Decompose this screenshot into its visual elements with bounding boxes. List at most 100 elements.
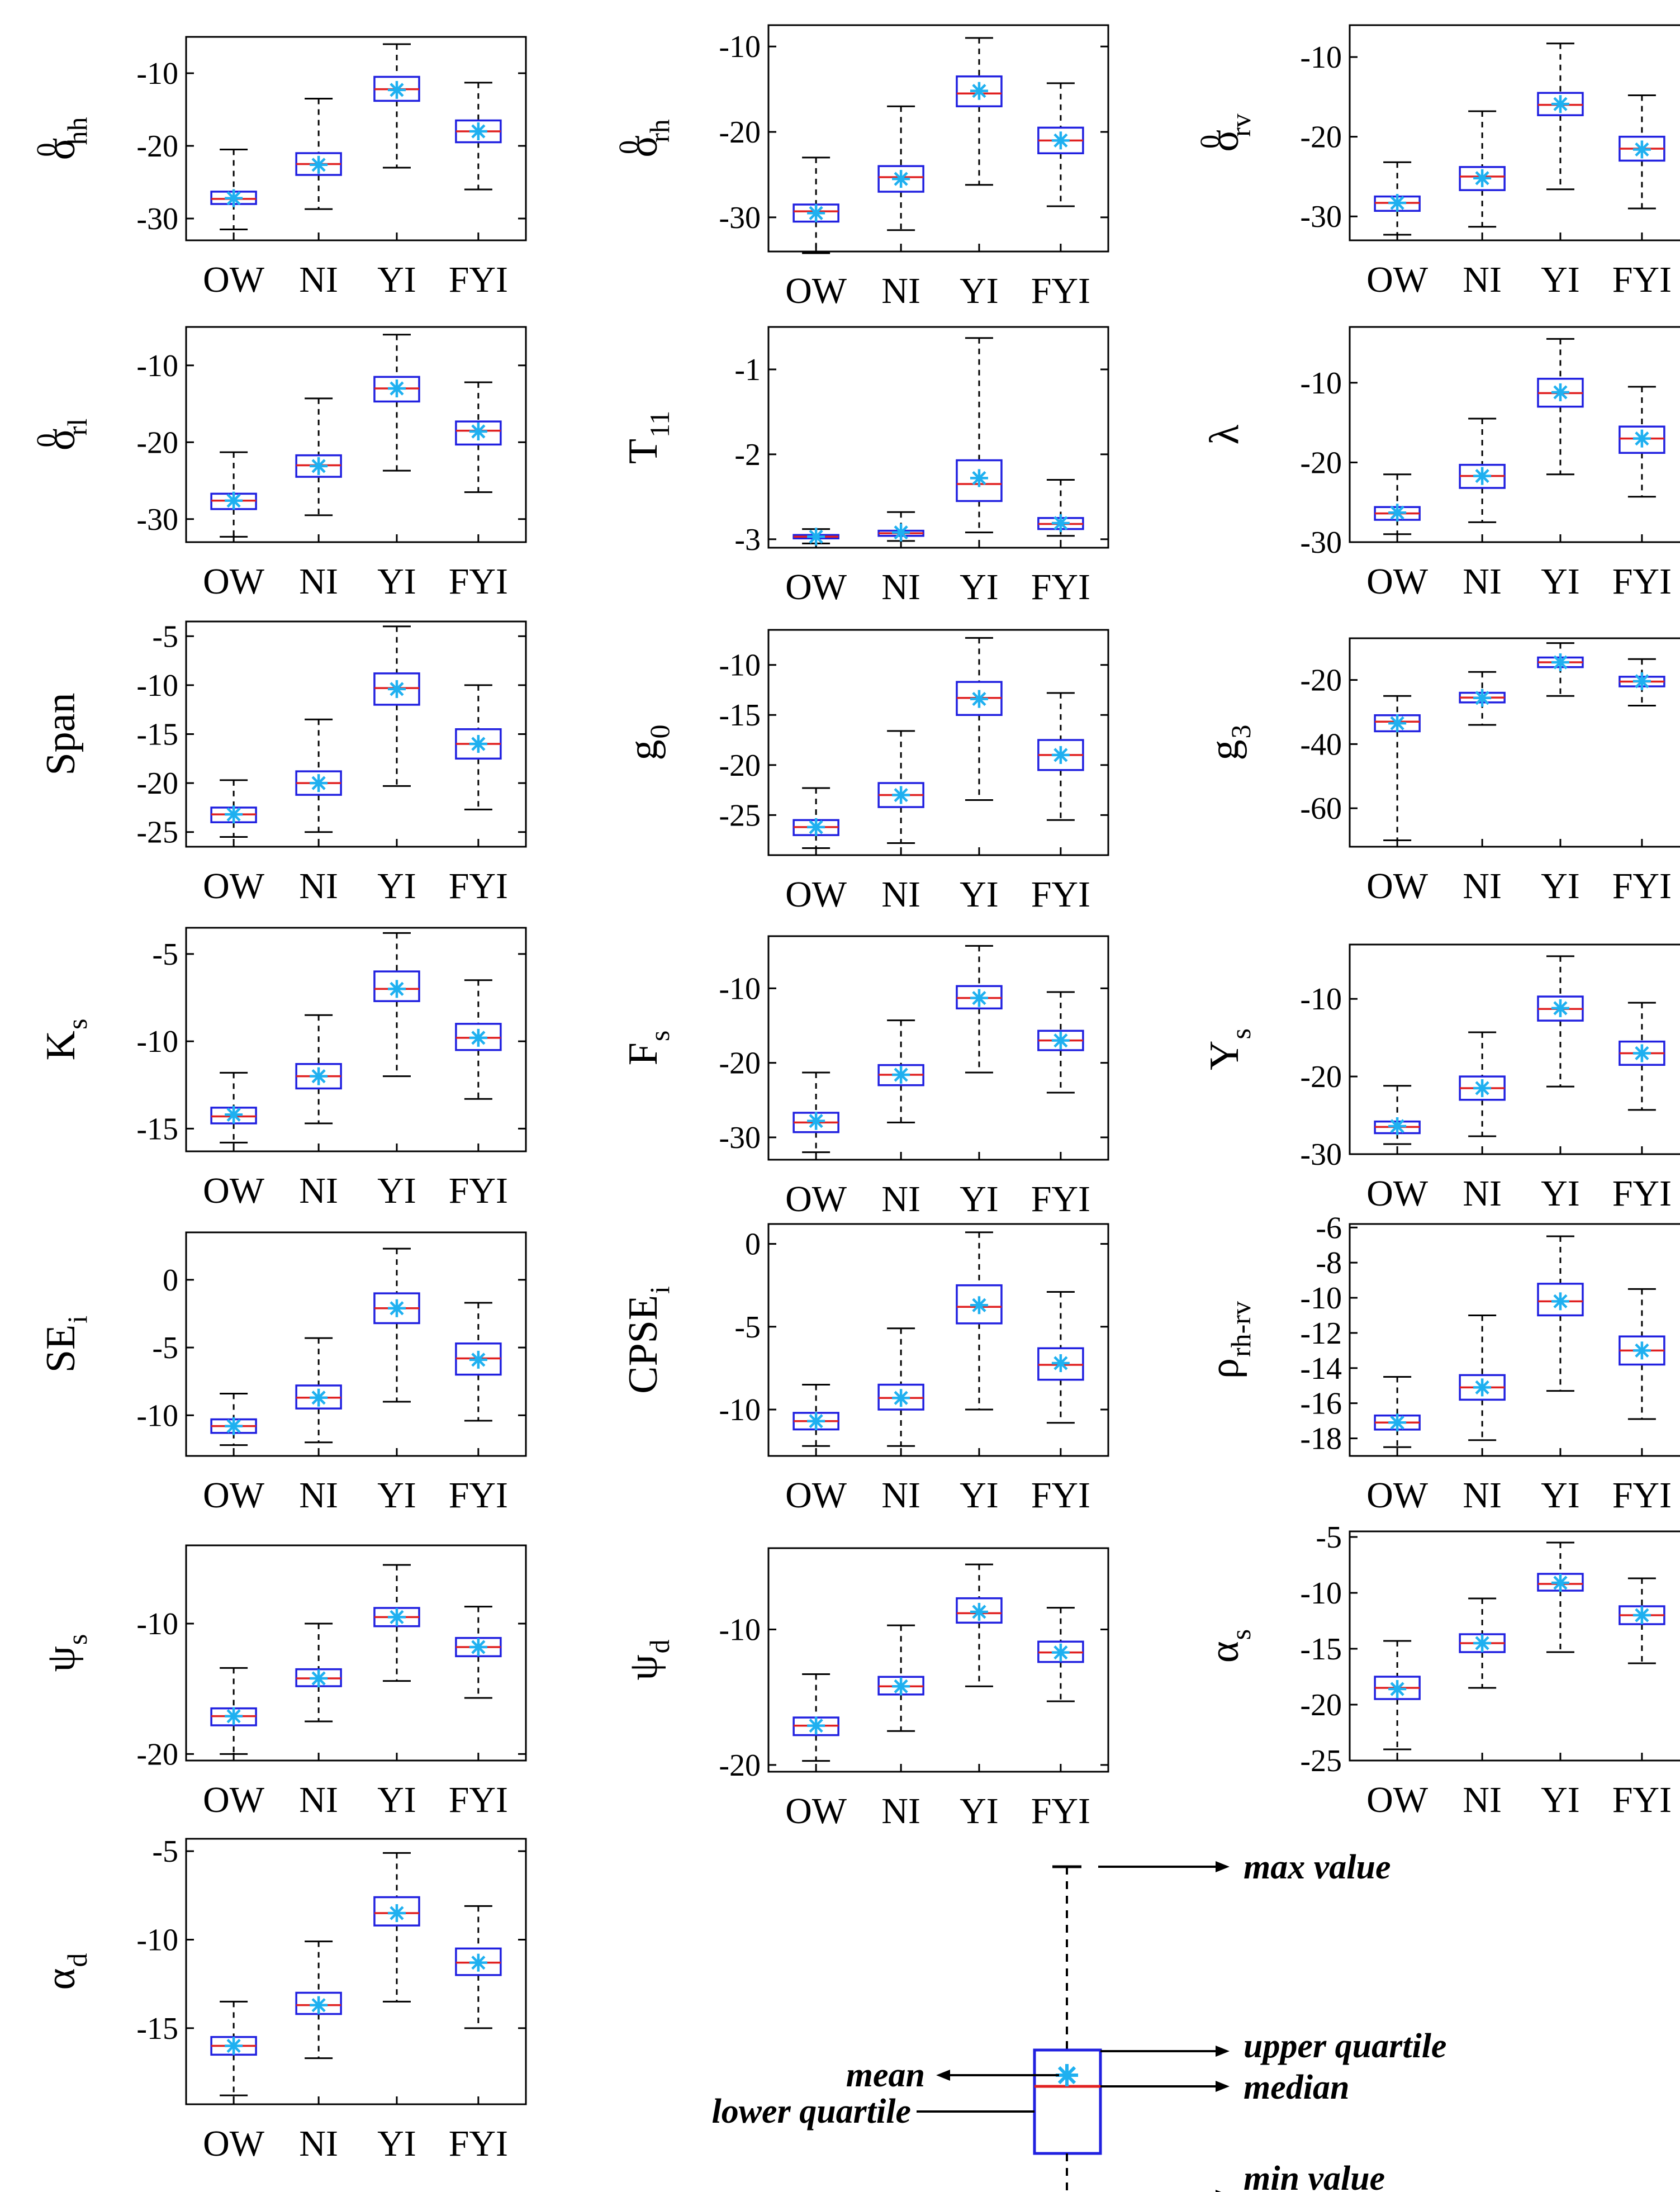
y-tick-label: -10 <box>136 56 178 91</box>
panel-8: -25 -20 -15 -10 OW NI YI FYI g0 <box>620 629 1109 915</box>
box-yi <box>956 37 1003 186</box>
box-fyi <box>1619 1002 1665 1111</box>
plot-frame <box>1349 1223 1680 1457</box>
legend-mean-marker <box>1056 2064 1078 2086</box>
y-tick-label: -16 <box>1300 1387 1342 1421</box>
x-tick-label-ow: OW <box>1366 866 1429 907</box>
x-tick-label-ni: NI <box>881 874 920 915</box>
y-axis-label-main: SE <box>38 1325 84 1373</box>
y-axis-label-sub: rh <box>644 119 675 143</box>
y-tick-label: -12 <box>1300 1316 1342 1351</box>
y-axis-label-sub: 11 <box>644 411 675 438</box>
x-tick-label-ni: NI <box>1463 1173 1502 1214</box>
box-fyi <box>1619 1577 1665 1664</box>
box-fyi <box>1037 82 1084 207</box>
box-ow <box>210 1667 257 1755</box>
x-tick-label-ow: OW <box>1366 1173 1429 1214</box>
y-axis-label-sub: d <box>61 1953 93 1967</box>
box-ow <box>1374 695 1421 842</box>
iqr-box <box>455 420 502 446</box>
plot-frame <box>767 24 1109 253</box>
x-tick-label-yi: YI <box>377 561 416 602</box>
iqr-box <box>1459 166 1506 191</box>
y-tick-label: -20 <box>136 425 178 460</box>
mean-marker <box>1051 131 1070 150</box>
box-ni <box>1459 417 1506 523</box>
box-yi <box>1537 642 1584 697</box>
y-axis-label-main: α <box>1202 1641 1247 1663</box>
mean-marker <box>1632 672 1651 690</box>
box-fyi <box>1037 692 1084 821</box>
x-tick-label-ow: OW <box>785 874 847 915</box>
box-ni <box>877 1624 924 1732</box>
y-axis-label: ψd <box>620 1639 675 1680</box>
x-tick-label-fyi: FYI <box>449 1780 508 1820</box>
x-tick-label-fyi: FYI <box>449 1475 508 1516</box>
iqr-box <box>956 75 1003 107</box>
x-tick-label-yi: YI <box>1541 1475 1580 1516</box>
mean-marker <box>225 805 243 824</box>
y-axis-label-main: α <box>38 1968 84 1990</box>
box-ni <box>295 98 342 210</box>
y-tick-label: -30 <box>136 502 178 537</box>
x-tick-label-ni: NI <box>881 1791 920 1832</box>
y-axis-label-main: K <box>38 1031 84 1060</box>
y-axis-label-main: g <box>1202 740 1247 761</box>
x-tick-label-ni: NI <box>881 567 920 608</box>
x-tick-label-yi: YI <box>377 2123 416 2164</box>
y-axis-label-main: g <box>620 740 666 761</box>
y-tick-label: -20 <box>1300 1060 1342 1094</box>
x-tick-label-ni: NI <box>299 561 338 602</box>
box-ow <box>210 1392 257 1446</box>
y-tick-label: -25 <box>1300 1744 1342 1778</box>
x-tick-label-yi: YI <box>1541 1173 1580 1214</box>
iqr-box <box>373 672 420 706</box>
y-axis-label-main: σ <box>38 428 84 450</box>
box-ni <box>295 1014 342 1125</box>
mean-marker <box>310 457 328 475</box>
y-axis-label-main: σ <box>38 138 84 160</box>
y-axis-label-sub: s <box>61 1634 93 1645</box>
x-tick-label-yi: YI <box>960 271 999 311</box>
mean-marker <box>1551 1574 1569 1592</box>
y-tick-label: -15 <box>719 698 761 733</box>
y-tick-label: -10 <box>719 1612 761 1647</box>
y-tick-label: -10 <box>719 971 761 1006</box>
y-tick-label: -5 <box>152 1834 178 1869</box>
iqr-box <box>373 1896 420 1927</box>
y-tick-label: -10 <box>719 648 761 683</box>
box-yi <box>1537 42 1584 191</box>
box-ow <box>210 149 257 230</box>
y-axis-label: Fs <box>620 1031 675 1066</box>
box-ow <box>1374 161 1421 236</box>
y-tick-label: -30 <box>719 1121 761 1155</box>
x-tick-label-fyi: FYI <box>449 866 508 907</box>
x-tick-label-yi: YI <box>377 1780 416 1820</box>
y-tick-label: -2 <box>734 438 761 472</box>
x-tick-label-ni: NI <box>1463 866 1502 907</box>
y-axis-label: T11 <box>620 411 675 464</box>
y-tick-label: -20 <box>136 129 178 164</box>
box-yi <box>1537 955 1584 1088</box>
box-yi <box>1537 338 1584 476</box>
plot-frame <box>767 326 1109 549</box>
iqr-box <box>1537 1283 1584 1317</box>
mean-marker <box>310 1388 328 1407</box>
box-ni <box>295 1622 342 1723</box>
mean-marker <box>387 1608 406 1626</box>
box-yi <box>956 1563 1003 1687</box>
mean-marker <box>807 528 825 546</box>
plot-frame <box>185 1231 527 1457</box>
box-yi <box>956 637 1003 801</box>
mean-marker <box>970 1296 988 1315</box>
y-axis-label-main: T <box>620 439 666 464</box>
box-yi <box>373 43 420 169</box>
y-tick-label: -10 <box>1300 366 1342 401</box>
y-tick-label: 0 <box>745 1227 761 1262</box>
legend-upper-arrowhead <box>1216 2046 1230 2057</box>
box-ni <box>877 1019 924 1123</box>
y-tick-label: -5 <box>152 619 178 654</box>
box-yi <box>373 1247 420 1403</box>
box-yi <box>373 1564 420 1682</box>
panel-3: -30 -20 -10 OW NI YI FYI σ0rv <box>1194 24 1680 300</box>
